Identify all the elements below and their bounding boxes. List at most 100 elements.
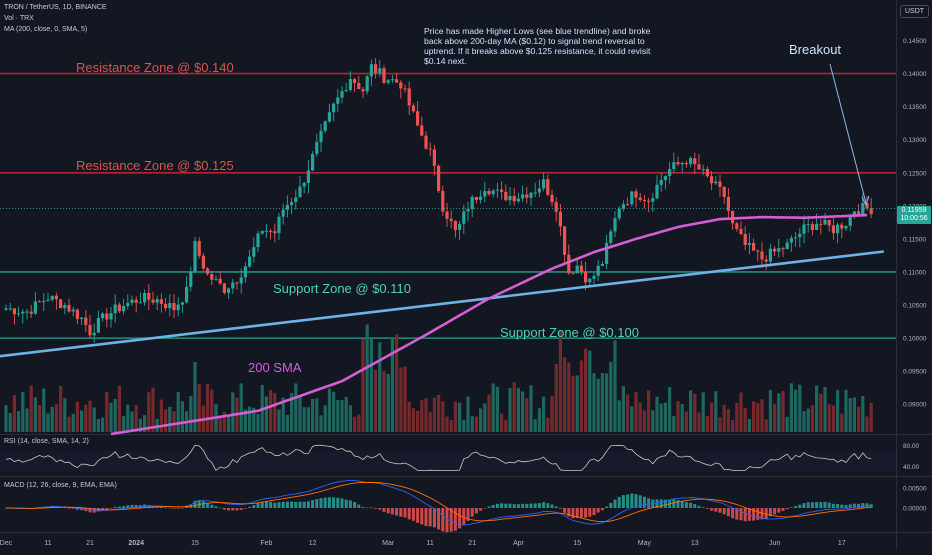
- volume-bar: [470, 416, 474, 432]
- macd-histogram-bar: [810, 502, 814, 508]
- macd-tick-label: 0.00000: [903, 506, 927, 513]
- candle-body: [180, 302, 184, 305]
- currency-button[interactable]: USDT: [900, 5, 930, 18]
- macd-histogram-bar: [647, 498, 651, 508]
- candle-body: [264, 230, 268, 232]
- volume-bar: [596, 378, 600, 432]
- candle-body: [407, 88, 411, 106]
- candle-body: [857, 211, 861, 215]
- macd-histogram-bar: [827, 502, 831, 508]
- macd-histogram-bar: [735, 508, 739, 520]
- macd-histogram-bar: [231, 508, 235, 511]
- candle-body: [273, 231, 277, 234]
- candle-body: [130, 299, 134, 303]
- macd-histogram-bar: [71, 508, 75, 509]
- macd-histogram-bar: [353, 502, 357, 508]
- candle-body: [227, 288, 231, 293]
- volume-indicator-label[interactable]: Vol · TRX: [4, 15, 34, 22]
- macd-histogram-bar: [403, 508, 407, 518]
- candle-body: [332, 103, 336, 113]
- macd-histogram-bar: [823, 501, 827, 508]
- y-tick-label: 0.10500: [903, 303, 927, 310]
- volume-bar: [714, 391, 718, 432]
- volume-bar: [206, 384, 210, 432]
- candle-body: [33, 301, 37, 314]
- candle-body: [432, 149, 436, 166]
- candle-body: [29, 311, 33, 314]
- volume-bar: [277, 409, 281, 432]
- macd-histogram-bar: [714, 508, 718, 512]
- candle-body: [424, 135, 428, 149]
- macd-indicator-label[interactable]: MACD (12, 26, close, 9, EMA, EMA): [4, 482, 117, 489]
- breakout-arrowhead: [861, 195, 870, 207]
- macd-histogram-bar: [642, 496, 646, 508]
- volume-bar: [311, 398, 315, 432]
- volume-bar: [323, 405, 327, 432]
- candle-body: [743, 233, 747, 245]
- macd-histogram-bar: [315, 499, 319, 508]
- macd-histogram-bar: [605, 506, 609, 508]
- macd-histogram-bar: [180, 508, 184, 509]
- macd-histogram-bar: [294, 501, 298, 508]
- macd-histogram-bar: [592, 508, 596, 516]
- volume-bar: [558, 330, 562, 432]
- macd-histogram-bar: [109, 508, 113, 509]
- candle-body: [4, 308, 8, 310]
- candle-body: [563, 226, 567, 255]
- candle-body: [739, 228, 743, 234]
- macd-histogram-bar: [743, 508, 747, 522]
- volume-bar: [542, 396, 546, 432]
- sma-200-line: [110, 213, 868, 436]
- candle-body: [445, 211, 449, 219]
- candle-body: [63, 305, 67, 309]
- volume-bar: [319, 415, 323, 432]
- candle-body: [46, 299, 50, 302]
- candle-body: [38, 301, 42, 303]
- volume-bar: [815, 385, 819, 432]
- macd-histogram-bar: [663, 499, 667, 508]
- candle-body: [441, 191, 445, 212]
- y-tick-label: 0.13500: [903, 104, 927, 111]
- volume-bar: [705, 416, 709, 432]
- volume-bar: [126, 404, 130, 432]
- volume-bar: [227, 414, 231, 432]
- sma-indicator-label[interactable]: MA (200, close, 0, SMA, 5): [4, 26, 88, 33]
- macd-histogram-bar: [164, 507, 168, 509]
- volume-bar: [474, 416, 478, 432]
- volume-bar: [353, 416, 357, 432]
- volume-bar: [487, 394, 491, 432]
- y-tick-label: 0.11000: [903, 269, 926, 276]
- volume-bar: [819, 393, 823, 432]
- volume-bar: [609, 361, 613, 432]
- volume-bar: [420, 400, 424, 432]
- rsi-band: [0, 450, 896, 472]
- candle-body: [571, 273, 575, 275]
- sma-200-label: 200 SMA: [248, 360, 302, 375]
- macd-histogram-bar: [311, 500, 315, 508]
- candle-body: [17, 313, 21, 315]
- volume-bar: [710, 402, 714, 432]
- macd-histogram-bar: [537, 503, 541, 508]
- rsi-indicator-label[interactable]: RSI (14, close, SMA, 14, 2): [4, 438, 89, 445]
- volume-bar: [407, 401, 411, 432]
- candle-body: [344, 90, 348, 92]
- volume-bar: [302, 407, 306, 432]
- macd-histogram-bar: [357, 504, 361, 508]
- volume-bar: [848, 398, 852, 432]
- macd-line: [6, 479, 872, 526]
- macd-histogram-bar: [340, 498, 344, 508]
- macd-histogram-bar: [773, 508, 777, 515]
- x-tick-label: 21: [468, 540, 476, 547]
- volume-bar: [256, 413, 260, 432]
- volume-bar: [491, 383, 495, 432]
- macd-histogram-bar: [420, 508, 424, 525]
- candle-body: [840, 224, 844, 229]
- candle-body: [558, 211, 562, 227]
- candle-body: [605, 242, 609, 264]
- volume-bar: [642, 410, 646, 432]
- candle-body: [281, 209, 285, 217]
- macd-histogram-bar: [550, 504, 554, 508]
- volume-bar: [516, 387, 520, 432]
- candle-body: [285, 204, 289, 210]
